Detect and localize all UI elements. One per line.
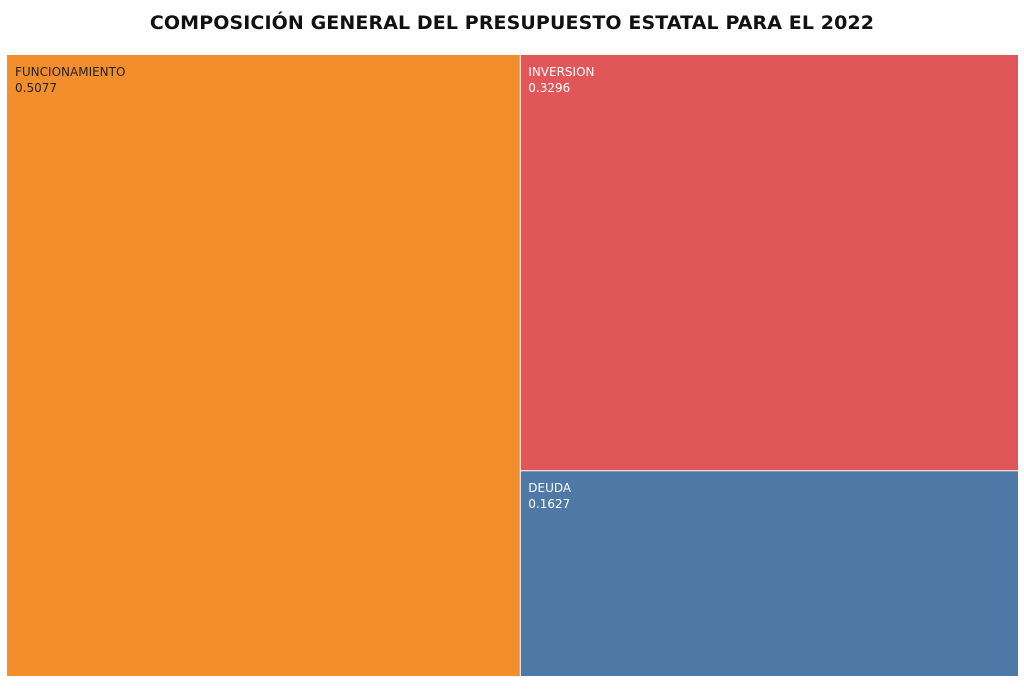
- tile-name-label: DEUDA: [528, 481, 572, 495]
- tile-inversion: INVERSION 0.3296: [520, 55, 1018, 471]
- tile-rect-inversion: [520, 55, 1018, 471]
- tile-name-label: INVERSION: [528, 65, 594, 79]
- chart-title: COMPOSICIÓN GENERAL DEL PRESUPUESTO ESTA…: [149, 12, 875, 34]
- tile-value-label: 0.1627: [528, 497, 570, 511]
- tile-value-label: 0.5077: [15, 81, 57, 95]
- tile-value-label: 0.3296: [528, 81, 570, 95]
- tile-rect-deuda: [520, 471, 1018, 676]
- tile-deuda: DEUDA 0.1627: [520, 471, 1018, 676]
- tile-funcionamiento: FUNCIONAMIENTO 0.5077: [7, 55, 520, 676]
- tile-rect-funcionamiento: [7, 55, 520, 676]
- tile-name-label: FUNCIONAMIENTO: [15, 65, 125, 79]
